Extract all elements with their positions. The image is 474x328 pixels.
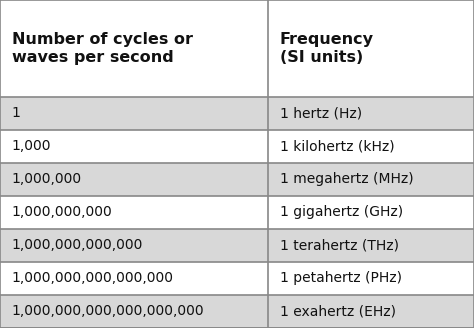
Bar xyxy=(0,163,474,196)
Text: 1,000,000: 1,000,000 xyxy=(12,172,82,186)
Bar xyxy=(0,295,474,328)
Text: 1 hertz (Hz): 1 hertz (Hz) xyxy=(280,106,362,120)
Text: 1,000,000,000,000,000: 1,000,000,000,000,000 xyxy=(12,272,174,285)
Text: 1,000,000,000,000,000,000: 1,000,000,000,000,000,000 xyxy=(12,304,204,318)
Bar xyxy=(0,97,474,130)
Bar xyxy=(0,130,474,163)
Bar xyxy=(0,196,474,229)
Bar xyxy=(0,0,474,97)
Text: Frequency
(SI units): Frequency (SI units) xyxy=(280,32,374,65)
Text: 1 megahertz (MHz): 1 megahertz (MHz) xyxy=(280,172,413,186)
Text: 1,000,000,000: 1,000,000,000 xyxy=(12,205,113,219)
Text: 1 kilohertz (kHz): 1 kilohertz (kHz) xyxy=(280,139,394,153)
Text: 1,000,000,000,000: 1,000,000,000,000 xyxy=(12,238,143,253)
Text: 1,000: 1,000 xyxy=(12,139,51,153)
Bar xyxy=(0,229,474,262)
Text: 1 terahertz (THz): 1 terahertz (THz) xyxy=(280,238,399,253)
Text: 1 gigahertz (GHz): 1 gigahertz (GHz) xyxy=(280,205,403,219)
Text: 1: 1 xyxy=(12,106,21,120)
Text: 1 exahertz (EHz): 1 exahertz (EHz) xyxy=(280,304,396,318)
Text: Number of cycles or
waves per second: Number of cycles or waves per second xyxy=(12,32,193,65)
Text: 1 petahertz (PHz): 1 petahertz (PHz) xyxy=(280,272,401,285)
Bar xyxy=(0,262,474,295)
